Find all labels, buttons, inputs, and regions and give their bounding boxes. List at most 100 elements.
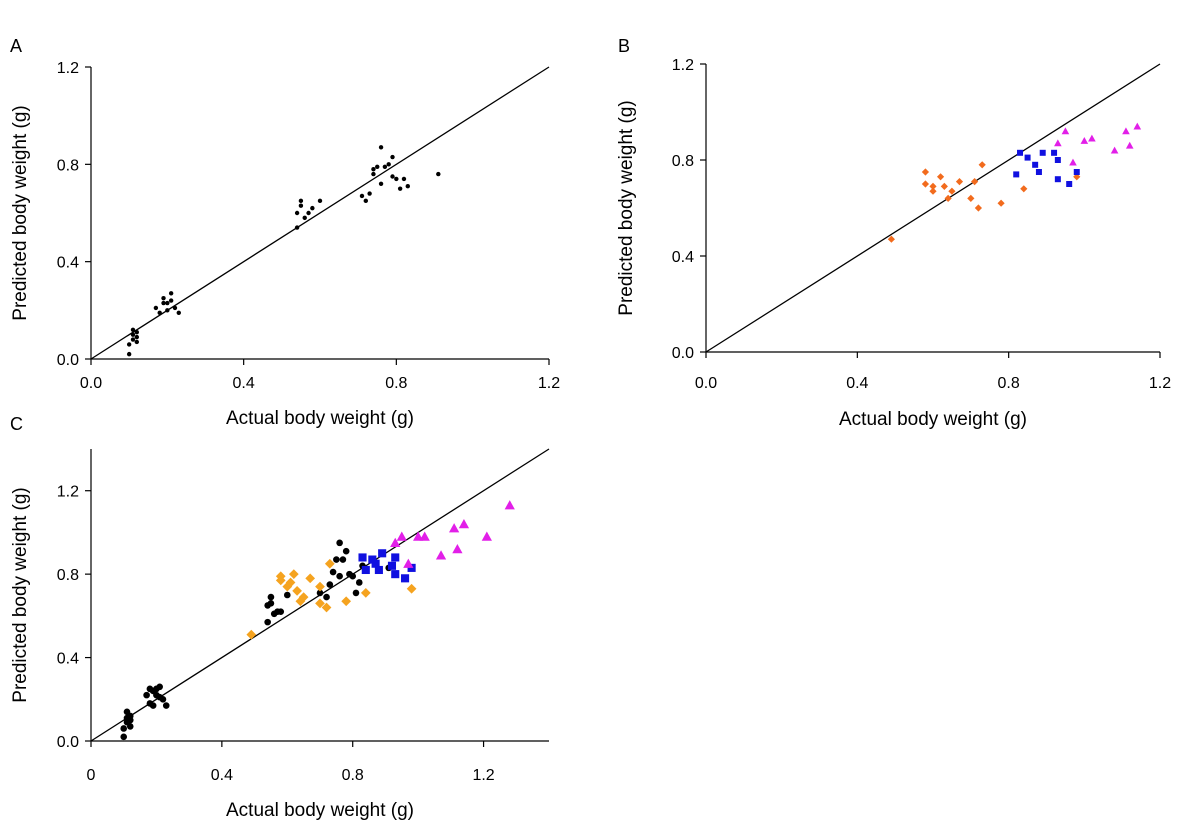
marker-triangle [1122,127,1130,135]
marker-triangle [458,518,470,529]
marker-triangle [419,531,430,541]
marker-diamond [955,178,964,186]
marker-diamond [921,180,930,188]
marker-circle [120,733,128,741]
y-tick-label: 0.0 [57,734,79,751]
marker-circle [329,568,337,576]
marker-circle [394,176,399,182]
y-axis-title: Predicted body weight (g) [10,487,31,702]
y-axis-title: Predicted body weight (g) [616,100,637,315]
y-tick-label: 0.8 [57,157,79,174]
y-axis-title: Predicted body weight (g) [10,105,31,320]
marker-circle [277,608,285,615]
marker-triangle [481,531,492,541]
marker-circle [371,171,376,177]
marker-square [1054,176,1061,183]
y-tick-label: 0.0 [57,352,79,369]
marker-triangle [448,523,460,533]
marker-circle [153,305,159,311]
marker-circle [264,618,271,626]
marker-circle [165,300,170,306]
marker-circle [386,162,391,167]
marker-circle [157,310,162,315]
y-tick-label: 0.0 [672,345,694,362]
marker-triangle [435,550,447,560]
marker-circle [130,337,136,342]
marker-circle [378,181,384,186]
marker-circle [352,589,360,597]
marker-diamond [315,598,325,609]
marker-circle [323,593,330,601]
x-axis-title: Actual body weight (g) [839,409,1027,430]
marker-diamond [321,602,332,613]
marker-circle [298,198,304,204]
marker-circle [355,579,363,586]
marker-square [361,565,370,575]
marker-circle [283,591,291,599]
marker-circle [359,193,365,199]
marker-circle [134,334,139,340]
marker-circle [378,145,384,150]
marker-triangle [1110,146,1119,154]
marker-circle [156,683,163,691]
panel-label: B [618,36,630,56]
marker-square [1039,149,1046,156]
marker-circle [333,556,340,563]
marker-circle [294,225,300,230]
marker-circle [302,215,307,221]
marker-circle [159,695,167,703]
identity-line [90,66,550,360]
marker-circle [339,556,347,563]
marker-diamond [997,199,1005,207]
marker-circle [134,330,139,335]
marker-triangle [1080,137,1089,144]
marker-square [1054,157,1061,163]
marker-circle [349,572,357,580]
marker-circle [165,308,170,313]
marker-circle [310,205,315,211]
marker-circle [436,171,441,177]
x-tick-label: 0 [87,767,96,784]
marker-triangle [1125,141,1134,149]
y-tick-label: 0.8 [57,567,79,584]
marker-circle [149,702,157,709]
marker-circle [316,589,324,597]
panel-label: C [10,414,23,434]
marker-triangle [452,543,463,554]
marker-circle [176,310,181,315]
marker-circle [401,176,407,182]
marker-circle [367,191,372,196]
x-tick-label: 0.4 [846,375,868,392]
marker-circle [120,725,128,732]
marker-circle [382,164,388,169]
identity-line [705,63,1161,353]
x-axis-title: Actual body weight (g) [226,408,414,429]
marker-square [407,563,416,572]
marker-circle [336,539,343,547]
marker-triangle [413,531,424,541]
marker-square [387,561,397,570]
x-tick-label: 1.2 [472,767,494,784]
marker-circle [134,339,139,345]
y-tick-label: 0.4 [57,651,79,668]
x-tick-label: 0.4 [211,767,233,784]
marker-circle [168,291,174,296]
marker-diamond [275,571,286,582]
panel-a: A 0.0 0.4 0.8 1.2 0.0 0.4 0.8 1.2 Actual body wei… [10,36,560,429]
y-tick-label: 0.8 [672,153,694,170]
marker-circle [363,198,368,204]
marker-diamond [360,588,371,598]
marker-diamond [948,187,956,195]
marker-diamond [978,161,986,169]
marker-circle [306,210,311,216]
x-tick-label: 1.2 [538,375,560,392]
marker-diamond [341,596,352,607]
marker-triangle [1054,139,1062,147]
marker-diamond [940,182,948,190]
marker-circle [162,702,170,709]
marker-diamond [967,194,975,202]
marker-diamond [921,168,930,176]
x-tick-label: 0.8 [342,767,364,784]
marker-diamond [944,194,952,202]
marker-circle [390,174,395,179]
